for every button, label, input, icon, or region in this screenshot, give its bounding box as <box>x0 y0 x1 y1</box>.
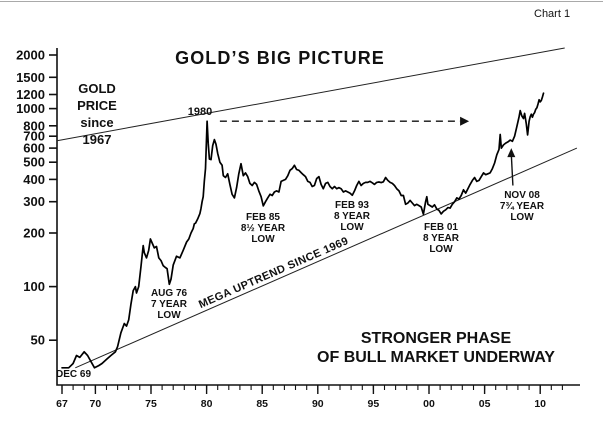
y-axis-tick-label: 500 <box>23 155 45 170</box>
y-axis-tick-label: 200 <box>23 226 45 241</box>
y-axis-tick-label: 1200 <box>16 87 45 102</box>
y-axis-tick-label: 1000 <box>16 101 45 116</box>
x-axis-tick-label: 10 <box>534 398 546 410</box>
y-axis-tick-label: 700 <box>23 129 45 144</box>
y-axis-tick-label: 400 <box>23 172 45 187</box>
nov08-pointer-line <box>510 154 514 186</box>
dashed-arrow-1980-head <box>460 116 470 126</box>
x-axis-tick-label: 80 <box>201 398 213 410</box>
x-axis-tick-label: 70 <box>90 398 102 410</box>
y-axis-tick-label: 1500 <box>16 70 45 85</box>
x-axis-tick-label: 67 <box>56 398 68 410</box>
trendline-mega-uptrend-support <box>75 147 578 369</box>
nov08-pointer-head <box>507 148 516 158</box>
y-axis-tick-label: 800 <box>23 118 45 133</box>
x-axis-tick-label: 75 <box>145 398 157 410</box>
x-axis-tick-label: 05 <box>479 398 491 410</box>
x-axis-tick-label: 90 <box>312 398 324 410</box>
y-axis-tick-label: 300 <box>23 194 45 209</box>
trendline-upper-resistance <box>56 47 565 142</box>
axes <box>56 48 580 386</box>
gold-price-line <box>61 92 545 369</box>
x-axis-tick-label: 85 <box>256 398 268 410</box>
top-divider <box>0 1 603 2</box>
x-axis-tick-label: 00 <box>423 398 435 410</box>
y-axis-tick-label: 100 <box>23 279 45 294</box>
y-axis-tick-label: 2000 <box>16 48 45 63</box>
y-axis-tick-label: 50 <box>31 333 45 348</box>
x-axis-tick-label: 95 <box>368 398 380 410</box>
y-axis-tick-label: 600 <box>23 141 45 156</box>
